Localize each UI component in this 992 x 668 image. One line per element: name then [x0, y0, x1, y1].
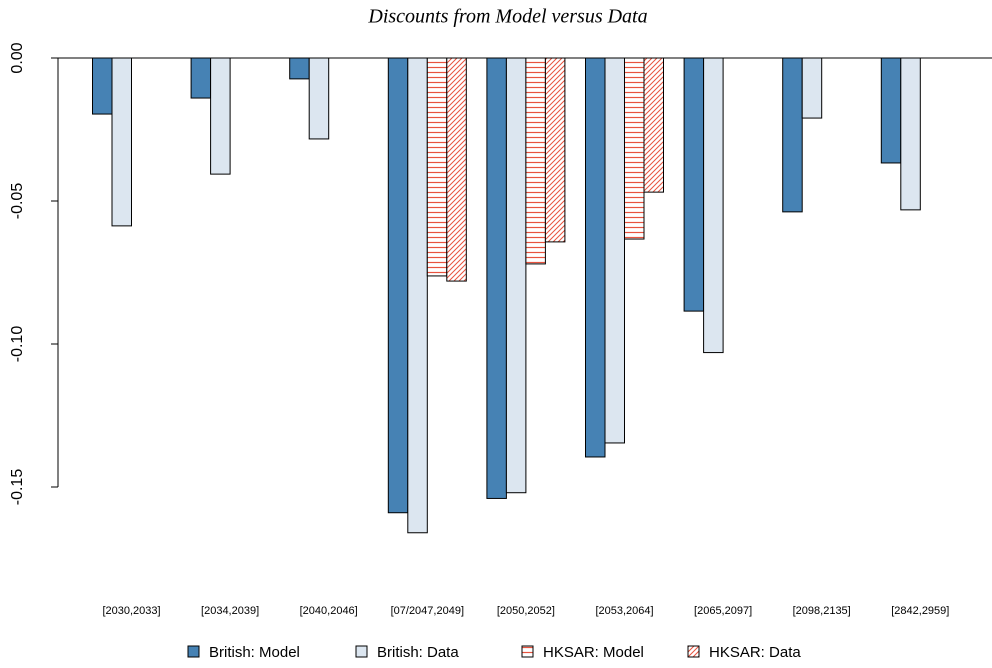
- bar: [92, 57, 113, 115]
- legend-label: British: Model: [209, 644, 300, 661]
- legend-label: HKSAR: Model: [543, 644, 644, 661]
- bar: [544, 57, 566, 243]
- bar: [111, 57, 132, 227]
- bar: [900, 57, 921, 211]
- x-tick-label: [07/2047,2049]: [391, 605, 464, 617]
- bar: [703, 57, 724, 354]
- bar: [446, 57, 467, 282]
- bar: [782, 57, 803, 213]
- chart-title: Discounts from Model versus Data: [367, 6, 647, 28]
- y-tick-label: 0.00: [9, 42, 26, 73]
- bar: [190, 57, 212, 99]
- bar: [407, 57, 428, 534]
- legend-swatch: [355, 645, 368, 658]
- x-tick-label: [2842,2959]: [891, 605, 949, 617]
- bar: [604, 57, 625, 444]
- legend-swatch: [521, 645, 534, 658]
- bar: [289, 57, 310, 80]
- bar: [426, 57, 448, 277]
- bar: [486, 57, 507, 499]
- bar: [308, 57, 330, 140]
- bar: [585, 57, 606, 458]
- legend-swatch: [187, 645, 200, 658]
- x-tick-label: [2098,2135]: [793, 605, 851, 617]
- bar: [801, 57, 823, 119]
- x-tick-label: [2030,2033]: [102, 605, 160, 617]
- legend-label: HKSAR: Data: [709, 644, 801, 661]
- bar: [210, 57, 231, 175]
- bar: [624, 57, 645, 240]
- bar: [505, 57, 527, 494]
- bar: [880, 57, 902, 164]
- y-tick-label: -0.05: [9, 183, 26, 220]
- y-tick-label: -0.15: [9, 469, 26, 506]
- x-tick-label: [2065,2097]: [694, 605, 752, 617]
- x-tick-label: [2050,2052]: [497, 605, 555, 617]
- x-tick-label: [2034,2039]: [201, 605, 259, 617]
- bar: [387, 57, 409, 514]
- y-tick-label: -0.10: [9, 326, 26, 363]
- legend-label: British: Data: [377, 644, 459, 661]
- bar: [525, 57, 546, 265]
- x-tick-label: [2053,2064]: [595, 605, 653, 617]
- bar: [683, 57, 705, 312]
- legend-swatch: [687, 645, 700, 658]
- bar: [643, 57, 664, 193]
- x-tick-label: [2040,2046]: [300, 605, 358, 617]
